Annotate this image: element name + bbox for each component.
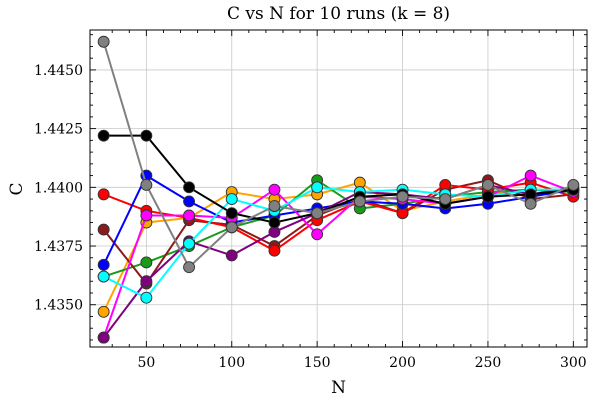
- chart-title: C vs N for 10 runs (k = 8): [227, 4, 450, 24]
- data-point: [140, 275, 153, 288]
- series-10: [97, 35, 580, 274]
- data-point: [140, 256, 153, 269]
- data-point: [268, 216, 281, 229]
- x-axis-label: N: [331, 378, 346, 398]
- data-point: [97, 129, 110, 142]
- x-tick-label: 200: [389, 355, 416, 371]
- y-tick-label: 1.4400: [34, 180, 83, 196]
- data-point: [524, 169, 537, 182]
- data-point: [439, 193, 452, 206]
- x-tick-label: 100: [218, 355, 245, 371]
- data-point: [97, 270, 110, 283]
- axis-ticks: [90, 30, 587, 347]
- data-point: [183, 181, 196, 194]
- data-point: [97, 35, 110, 48]
- series-line: [102, 174, 574, 338]
- data-point: [183, 195, 196, 208]
- data-point: [481, 190, 494, 203]
- y-axis-label: C: [7, 182, 27, 195]
- data-point: [311, 181, 324, 194]
- data-point: [225, 207, 238, 220]
- data-point: [311, 207, 324, 220]
- data-point: [140, 129, 153, 142]
- data-point: [353, 195, 366, 208]
- data-point: [268, 200, 281, 213]
- data-point: [97, 223, 110, 236]
- x-tick-label: 150: [304, 355, 331, 371]
- data-point: [567, 179, 580, 191]
- x-tick-label: 50: [137, 355, 155, 371]
- data-point: [140, 209, 153, 222]
- data-point: [481, 179, 494, 191]
- data-point: [225, 193, 238, 206]
- x-tick-label: 250: [475, 355, 502, 371]
- data-point: [396, 190, 409, 203]
- data-point: [183, 237, 196, 250]
- series-line: [103, 134, 574, 224]
- series-layer: [97, 35, 580, 344]
- y-tick-label: 1.4450: [34, 63, 83, 79]
- data-point: [140, 179, 153, 191]
- series-line: [102, 183, 574, 339]
- data-point: [268, 244, 281, 257]
- data-point: [183, 261, 196, 274]
- data-point: [97, 258, 110, 271]
- data-point: [97, 188, 110, 201]
- y-tick-label: 1.4375: [34, 239, 83, 255]
- data-point: [225, 249, 238, 262]
- data-point: [311, 228, 324, 241]
- data-point: [268, 183, 281, 196]
- series-9: [97, 129, 580, 229]
- data-point: [183, 209, 196, 222]
- data-point: [524, 197, 537, 210]
- tick-labels: 50 100 150 200 250 300 1.4350 1.4375 1.4400 1.442…: [34, 63, 587, 371]
- data-point: [140, 291, 153, 304]
- plot-frame: [89, 29, 588, 348]
- y-tick-label: 1.4425: [34, 122, 83, 138]
- x-tick-label: 300: [560, 355, 587, 371]
- y-tick-label: 1.4350: [34, 298, 83, 314]
- data-point: [97, 331, 110, 344]
- data-point: [225, 221, 238, 234]
- data-point: [97, 305, 110, 318]
- series-line: [102, 41, 574, 269]
